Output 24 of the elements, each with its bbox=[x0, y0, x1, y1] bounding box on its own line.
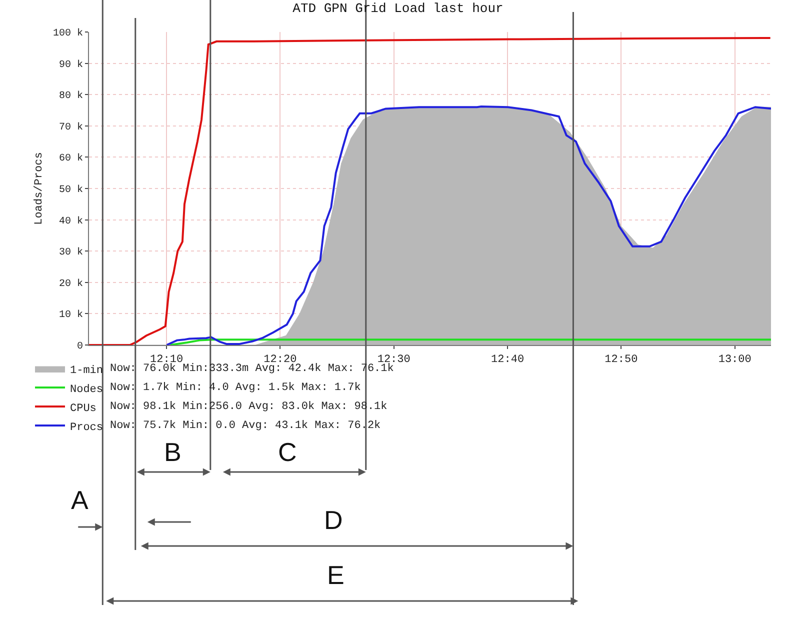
text: E bbox=[327, 560, 344, 590]
legend-label: Nodes bbox=[70, 384, 104, 396]
text: C bbox=[278, 437, 297, 467]
legend-label: Procs bbox=[70, 422, 104, 434]
y-tick-label: 0 bbox=[76, 342, 83, 352]
text: D bbox=[324, 505, 343, 535]
x-tick-label: 13:00 bbox=[718, 354, 752, 366]
y-tick-label: 50 k bbox=[58, 184, 83, 196]
legend-label: 1-min bbox=[70, 364, 104, 377]
y-tick-label: 20 k bbox=[58, 278, 83, 290]
y-tick-label: 30 k bbox=[58, 246, 83, 259]
x-tick-label: 12:40 bbox=[491, 354, 524, 366]
y-tick-label: 70 k bbox=[58, 121, 83, 134]
y-tick-label: 40 k bbox=[58, 215, 83, 228]
x-tick-label: 12:50 bbox=[604, 354, 638, 366]
y-tick-label: 100 k bbox=[52, 28, 83, 40]
y-tick-label: 10 k bbox=[58, 309, 83, 322]
y-tick-label: 90 k bbox=[58, 58, 83, 71]
legend-label: CPUs bbox=[70, 402, 96, 415]
y-tick-label: 60 k bbox=[58, 152, 83, 165]
text: A bbox=[71, 485, 89, 515]
y-tick-label: 80 k bbox=[58, 90, 83, 102]
y-axis-title: Loads/Procs bbox=[34, 152, 46, 225]
text: B bbox=[164, 437, 182, 467]
